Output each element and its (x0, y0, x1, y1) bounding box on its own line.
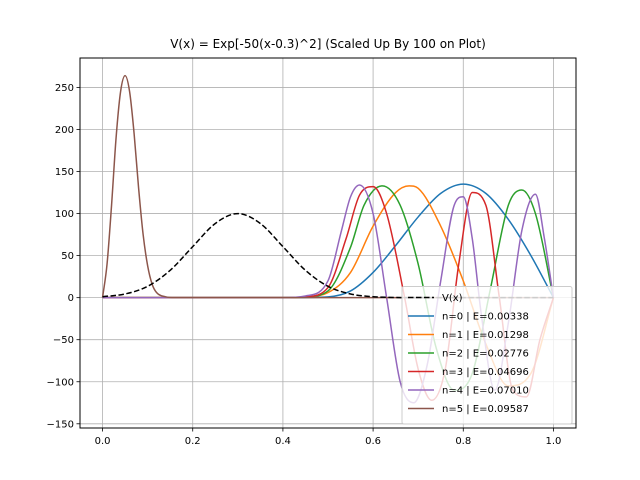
y-tick-label: 250 (55, 83, 74, 94)
legend-box (401, 286, 573, 425)
y-tick-label: −50 (53, 335, 74, 346)
plot-frame (79, 57, 577, 429)
x-tick-label: 0.8 (455, 436, 471, 447)
chart-title: V(x) = Exp[-50(x-0.3)^2] (Scaled Up By 1… (170, 37, 486, 51)
x-tick-label: 0.0 (95, 436, 111, 447)
y-axis-ticks: −150 −100 −50 0 50 100 150 200 250 (47, 83, 80, 430)
y-tick-label: 150 (55, 167, 74, 178)
y-tick-label: −100 (47, 377, 74, 388)
x-tick-label: 0.2 (185, 436, 201, 447)
x-tick-label: 0.4 (275, 436, 291, 447)
x-axis-ticks: 0.0 0.2 0.4 0.6 0.8 1.0 (95, 428, 562, 447)
y-tick-label: 200 (55, 125, 74, 136)
y-tick-label: 100 (55, 209, 74, 220)
legend-label: n=5 | E=0.09587 (442, 404, 529, 415)
legend: V(x) n=0 | E=0.00338 n=1 | E=0.01298 n=2 | … (401, 286, 573, 425)
y-tick-label: 0 (68, 293, 74, 304)
legend-label: n=1 | E=0.01298 (442, 330, 529, 341)
legend-label: n=4 | E=0.07010 (442, 386, 529, 397)
legend-label: V(x) (442, 293, 463, 304)
x-tick-label: 1.0 (546, 436, 562, 447)
y-tick-label: −150 (47, 419, 74, 430)
legend-label: n=2 | E=0.02776 (442, 349, 529, 360)
y-tick-label: 50 (61, 251, 74, 262)
x-tick-label: 0.6 (365, 436, 381, 447)
legend-label: n=3 | E=0.04696 (442, 367, 529, 378)
legend-label: n=0 | E=0.00338 (442, 312, 529, 323)
